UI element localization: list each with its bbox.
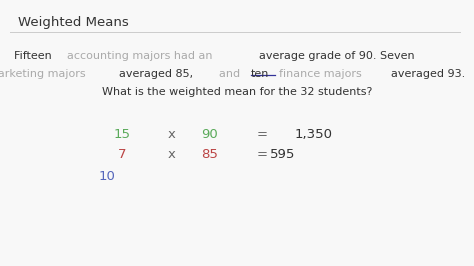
Text: finance majors: finance majors (279, 69, 365, 79)
Text: 595: 595 (270, 148, 295, 161)
Text: 15: 15 (113, 128, 130, 141)
Text: x: x (168, 128, 176, 141)
Text: Weighted Means: Weighted Means (18, 16, 129, 29)
Text: =: = (256, 148, 267, 161)
Text: 7: 7 (118, 148, 126, 161)
Text: 10: 10 (99, 170, 116, 183)
Text: and: and (219, 69, 244, 79)
Text: ten: ten (251, 69, 270, 79)
Text: x: x (168, 148, 176, 161)
Text: 1,350: 1,350 (295, 128, 333, 141)
Text: marketing majors: marketing majors (0, 69, 90, 79)
Text: What is the weighted mean for the 32 students?: What is the weighted mean for the 32 stu… (102, 87, 372, 97)
Text: averaged 93.: averaged 93. (391, 69, 465, 79)
Text: average grade of 90. Seven: average grade of 90. Seven (259, 51, 415, 61)
Text: =: = (256, 128, 267, 141)
Text: 90: 90 (201, 128, 219, 141)
Text: accounting majors had an: accounting majors had an (67, 51, 216, 61)
Text: averaged 85,: averaged 85, (119, 69, 197, 79)
Text: Fifteen: Fifteen (14, 51, 55, 61)
Text: 85: 85 (201, 148, 219, 161)
